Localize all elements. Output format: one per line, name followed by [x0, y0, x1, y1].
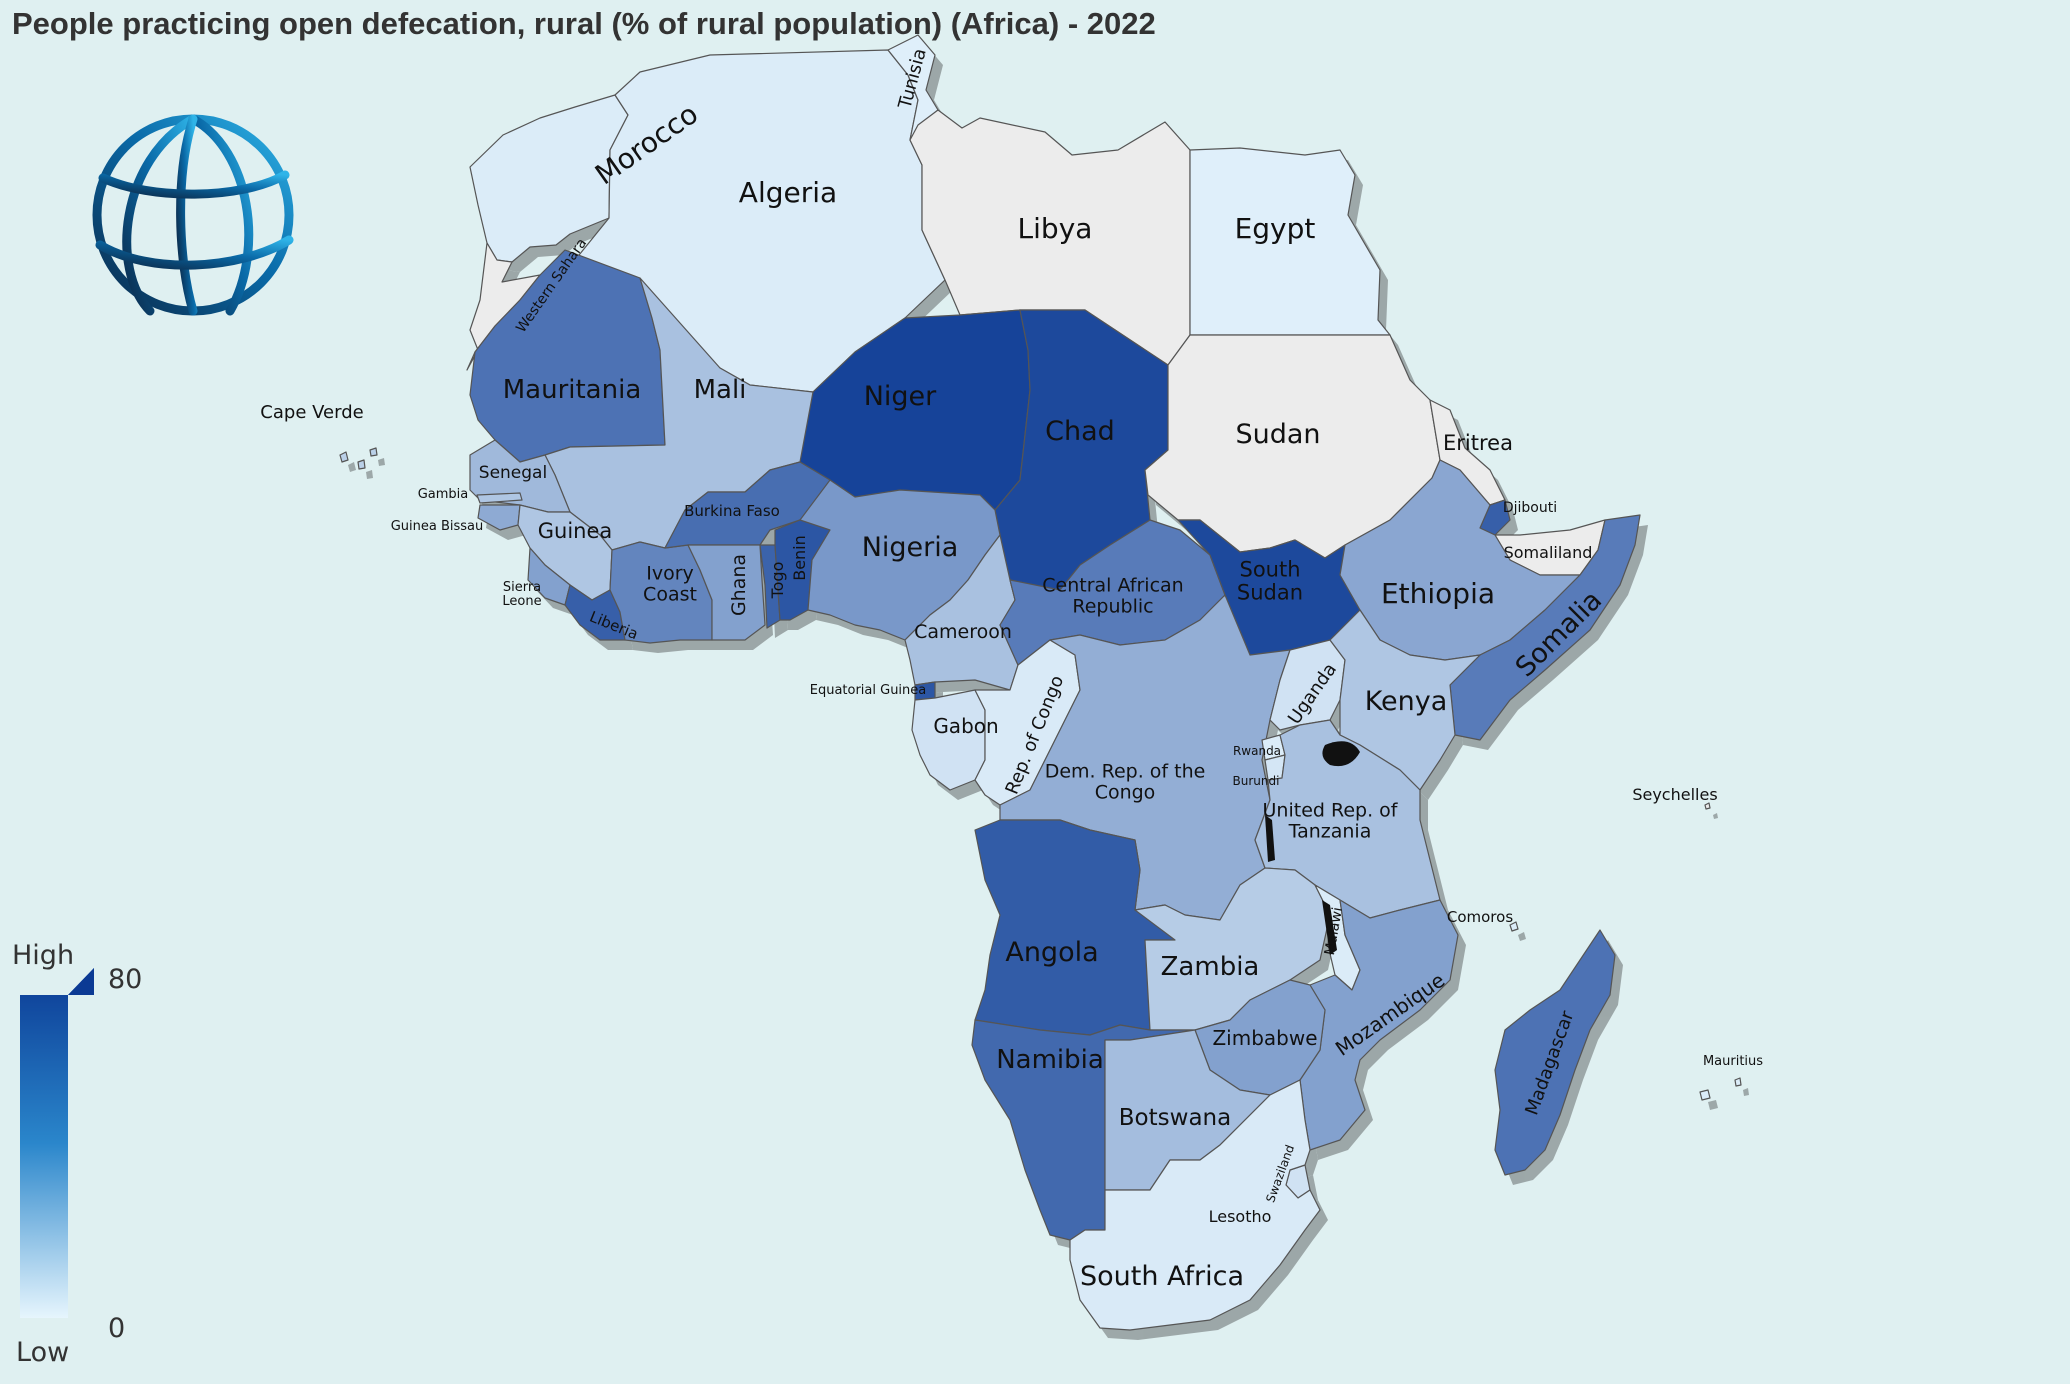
label-botswana: Botswana	[1119, 1105, 1231, 1131]
country-guinea-bissau[interactable]	[477, 504, 521, 531]
country-togo[interactable]	[759, 544, 781, 629]
label-niger: Niger	[864, 381, 937, 412]
lake	[1322, 741, 1360, 767]
label-nigeria: Nigeria	[862, 532, 959, 563]
label-dem-rep-of-the-congo: Dem. Rep. of the Congo	[1045, 761, 1206, 804]
label-sierra-leone: Sierra Leone	[502, 580, 541, 609]
label-gambia: Gambia	[418, 487, 469, 502]
label-burkina-faso: Burkina Faso	[684, 502, 780, 520]
country-comoros[interactable]	[1509, 921, 1519, 932]
label-chad: Chad	[1045, 416, 1115, 447]
label-guinea-bissau: Guinea Bissau	[391, 519, 484, 534]
label-sudan: Sudan	[1235, 419, 1320, 450]
label-angola: Angola	[1005, 937, 1098, 968]
country-ghana[interactable]	[687, 544, 766, 641]
label-eritrea: Eritrea	[1443, 431, 1513, 455]
label-namibia: Namibia	[996, 1045, 1104, 1075]
country-mauritius[interactable]	[1699, 1077, 1742, 1101]
country-zambia[interactable]	[1134, 867, 1331, 1031]
label-ivory-coast: Ivory Coast	[643, 563, 697, 606]
country-mozambique[interactable]	[1299, 899, 1459, 1151]
label-benin: Benin	[790, 535, 809, 581]
legend-high-label: High	[12, 940, 75, 971]
label-mali: Mali	[694, 375, 747, 405]
label-seychelles: Seychelles	[1632, 785, 1717, 804]
legend-max-marker	[68, 968, 94, 995]
label-comoros: Comoros	[1447, 908, 1513, 926]
label-ghana: Ghana	[728, 554, 750, 616]
label-south-africa: South Africa	[1080, 1261, 1244, 1292]
map-title: People practicing open defecation, rural…	[12, 6, 1156, 41]
label-cameroon: Cameroon	[914, 621, 1012, 643]
label-united-rep-of-tanzania: United Rep. of Tanzania	[1263, 800, 1399, 843]
country-regions	[339, 34, 1742, 1331]
legend-max-value: 80	[108, 964, 143, 995]
label-mauritania: Mauritania	[503, 375, 642, 405]
label-kenya: Kenya	[1365, 686, 1448, 717]
label-equatorial-guinea: Equatorial Guinea	[810, 683, 927, 698]
legend-low-label: Low	[16, 1337, 70, 1368]
country-madagascar[interactable]	[1494, 929, 1616, 1176]
country-somalia[interactable]	[1449, 514, 1641, 741]
label-senegal: Senegal	[479, 463, 547, 483]
country-kenya[interactable]	[1329, 609, 1481, 791]
legend-min-value: 0	[108, 1313, 126, 1344]
label-cape-verde: Cape Verde	[260, 402, 363, 423]
color-legend	[20, 968, 94, 1318]
label-lesotho: Lesotho	[1209, 1207, 1272, 1226]
world-bank-globe-logo	[92, 114, 294, 316]
label-zimbabwe: Zimbabwe	[1212, 1026, 1317, 1050]
label-libya: Libya	[1018, 212, 1093, 245]
label-somaliland: Somaliland	[1504, 543, 1593, 562]
lake	[1322, 900, 1337, 955]
country-seychelles[interactable]	[1704, 802, 1711, 810]
label-central-african-republic: Central African Republic	[1042, 575, 1183, 618]
label-gabon: Gabon	[933, 714, 998, 738]
country-cape-verde[interactable]	[339, 447, 378, 470]
label-burundi: Burundi	[1233, 774, 1280, 788]
label-ethiopia: Ethiopia	[1381, 577, 1495, 610]
label-rwanda: Rwanda	[1233, 744, 1281, 758]
legend-gradient-bar	[20, 968, 94, 1318]
country-south-africa[interactable]	[1069, 1079, 1321, 1331]
label-algeria: Algeria	[739, 176, 837, 209]
label-djibouti: Djibouti	[1503, 500, 1557, 516]
label-egypt: Egypt	[1235, 212, 1316, 245]
lake	[1265, 815, 1275, 862]
label-south-sudan: South Sudan	[1237, 557, 1303, 604]
label-zambia: Zambia	[1161, 952, 1260, 982]
label-guinea: Guinea	[538, 519, 613, 543]
label-togo: Togo	[768, 562, 787, 600]
country-gabon[interactable]	[911, 689, 986, 791]
label-mauritius: Mauritius	[1703, 1054, 1763, 1069]
lakes	[1265, 741, 1360, 955]
country-gambia[interactable]	[476, 492, 523, 504]
